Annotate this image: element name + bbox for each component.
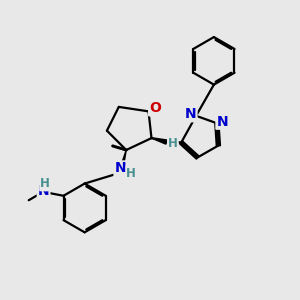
Text: H: H (168, 137, 178, 150)
Text: N: N (38, 184, 50, 198)
Text: N: N (115, 161, 126, 176)
Text: H: H (40, 177, 50, 190)
Polygon shape (152, 138, 167, 144)
Text: N: N (216, 115, 228, 129)
Text: N: N (185, 107, 197, 121)
Text: H: H (126, 167, 136, 180)
Polygon shape (120, 150, 126, 168)
Text: O: O (149, 101, 161, 116)
